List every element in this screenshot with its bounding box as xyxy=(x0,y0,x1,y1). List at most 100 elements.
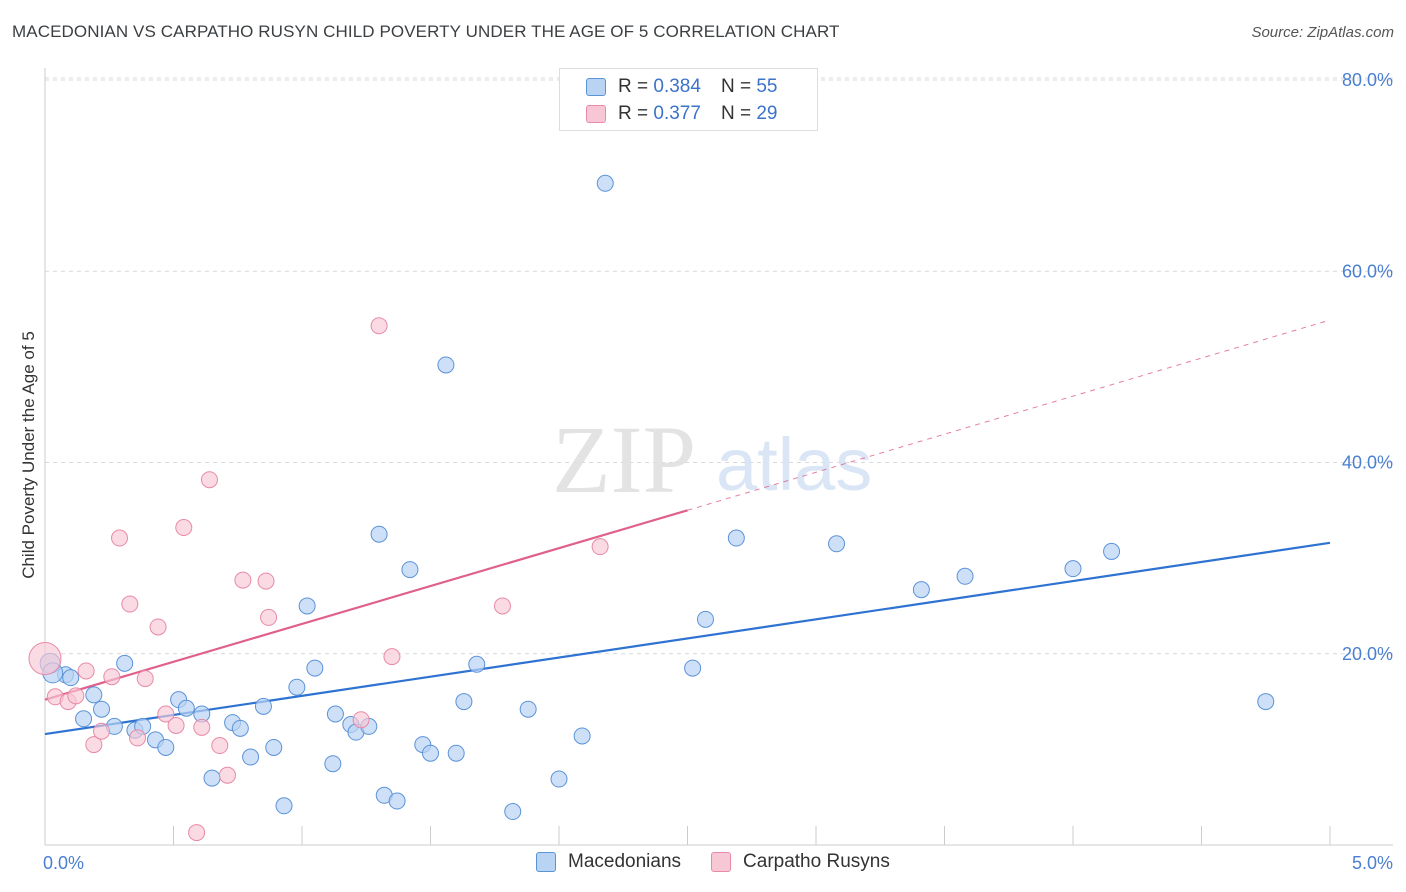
chart-title: MACEDONIAN VS CARPATHO RUSYN CHILD POVER… xyxy=(12,22,840,41)
point-macedonians xyxy=(324,755,342,773)
bottom-legend: Macedonians Carpatho Rusyns xyxy=(536,851,920,873)
y-tick-label: 60.0% xyxy=(1342,261,1393,281)
legend-n-label: N = xyxy=(720,103,752,124)
legend-r-label: R = xyxy=(618,103,649,124)
point-macedonians xyxy=(275,797,293,815)
y-tick-label: 80.0% xyxy=(1342,70,1393,90)
point-carpatho-rusyns xyxy=(149,618,167,636)
legend-r-value: 0.384 xyxy=(653,76,701,97)
point-carpatho-rusyns xyxy=(260,608,278,626)
point-carpatho-rusyns xyxy=(67,687,85,705)
point-macedonians xyxy=(596,174,614,192)
point-macedonians xyxy=(550,770,568,788)
point-macedonians xyxy=(265,738,283,756)
point-macedonians xyxy=(956,567,974,585)
point-macedonians xyxy=(504,803,522,821)
point-macedonians xyxy=(519,700,537,718)
legend: R = 0.384 N = 55 R = 0.377 N = 29 xyxy=(559,68,818,131)
data-points xyxy=(28,174,1275,842)
point-macedonians xyxy=(401,561,419,579)
point-macedonians xyxy=(62,669,80,687)
x-tick-label: 0.0% xyxy=(43,853,84,873)
y-axis-label: Child Poverty Under the Age of 5 xyxy=(19,331,38,579)
point-macedonians xyxy=(573,727,591,745)
point-carpatho-rusyns xyxy=(383,648,401,666)
point-macedonians xyxy=(298,597,316,615)
point-carpatho-rusyns xyxy=(370,317,388,335)
y-tick-label: 20.0% xyxy=(1342,644,1393,664)
watermark-zip: ZIP xyxy=(552,406,696,513)
point-carpatho-rusyns xyxy=(234,571,252,589)
point-macedonians xyxy=(75,710,93,728)
point-carpatho-rusyns xyxy=(188,824,206,842)
point-macedonians xyxy=(684,659,702,677)
point-macedonians xyxy=(85,686,103,704)
x-tick-label: 5.0% xyxy=(1352,853,1393,873)
point-carpatho-rusyns xyxy=(77,662,95,680)
point-macedonians xyxy=(288,678,306,696)
point-carpatho-rusyns xyxy=(257,572,275,590)
point-macedonians xyxy=(231,719,249,737)
point-macedonians xyxy=(157,738,175,756)
y-tick-label: 40.0% xyxy=(1342,453,1393,473)
point-carpatho-rusyns xyxy=(352,711,370,729)
point-macedonians xyxy=(1103,542,1121,560)
point-carpatho-rusyns xyxy=(175,519,193,537)
point-macedonians xyxy=(1064,560,1082,578)
point-macedonians xyxy=(447,744,465,762)
point-macedonians xyxy=(93,700,111,718)
legend-n-label: N = xyxy=(720,76,752,97)
legend-n-value: 29 xyxy=(756,103,778,124)
point-carpatho-rusyns xyxy=(121,595,139,613)
point-carpatho-rusyns xyxy=(193,718,211,736)
point-macedonians xyxy=(370,525,388,543)
point-macedonians xyxy=(912,581,930,599)
point-macedonians xyxy=(306,659,324,677)
point-carpatho-rusyns xyxy=(218,766,236,784)
point-carpatho-rusyns xyxy=(211,737,229,755)
point-carpatho-rusyns xyxy=(157,705,175,723)
point-macedonians xyxy=(177,699,195,717)
point-macedonians xyxy=(326,705,344,723)
legend-swatch-blue xyxy=(586,78,606,96)
point-carpatho-rusyns xyxy=(493,597,511,615)
trend-line-carpatho-rusyns xyxy=(44,509,688,701)
legend-row-carpatho-rusyns: R = 0.377 N = 29 xyxy=(586,101,777,127)
point-carpatho-rusyns xyxy=(85,736,103,754)
point-carpatho-rusyns xyxy=(103,668,121,686)
bottom-legend-swatch-pink xyxy=(711,852,732,872)
bottom-legend-label: Carpatho Rusyns xyxy=(743,851,890,872)
point-carpatho-rusyns xyxy=(167,716,185,734)
point-macedonians xyxy=(437,356,455,374)
bottom-legend-carpatho-rusyns: Carpatho Rusyns xyxy=(711,851,890,873)
point-carpatho-rusyns xyxy=(129,729,147,747)
point-carpatho-rusyns xyxy=(136,670,154,688)
point-macedonians xyxy=(455,693,473,711)
legend-row-macedonians: R = 0.384 N = 55 xyxy=(586,74,777,100)
point-carpatho-rusyns xyxy=(111,529,129,547)
point-macedonians xyxy=(242,748,260,766)
point-carpatho-rusyns xyxy=(28,642,62,676)
bottom-legend-macedonians: Macedonians xyxy=(536,851,681,873)
point-macedonians xyxy=(388,792,406,810)
point-carpatho-rusyns xyxy=(93,722,111,740)
point-macedonians xyxy=(1257,693,1275,711)
source-label: Source: ZipAtlas.com xyxy=(1251,24,1394,41)
trend-line-macedonians xyxy=(44,541,1331,736)
bottom-legend-swatch-blue xyxy=(536,852,556,872)
point-macedonians xyxy=(828,535,846,553)
point-macedonians xyxy=(727,529,745,547)
point-macedonians xyxy=(203,769,221,787)
legend-n-value: 55 xyxy=(756,76,778,97)
point-macedonians xyxy=(254,697,272,715)
legend-r-value: 0.377 xyxy=(653,103,701,124)
point-macedonians xyxy=(422,744,439,762)
point-macedonians xyxy=(116,654,134,672)
point-macedonians xyxy=(696,610,714,628)
watermark-atlas: atlas xyxy=(716,423,872,506)
legend-r-label: R = xyxy=(618,76,649,97)
watermark: ZIP atlas xyxy=(552,406,872,513)
legend-swatch-pink xyxy=(586,105,606,123)
trend-line-carpatho-rusyns-projection xyxy=(687,319,1331,511)
